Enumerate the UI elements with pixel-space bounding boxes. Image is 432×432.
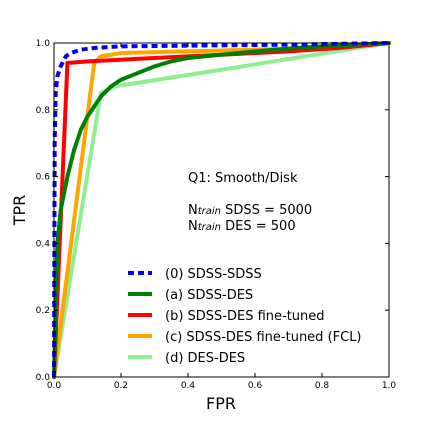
- x-tick-label: 0.0: [47, 381, 62, 391]
- x-tick-label: 1.0: [382, 381, 397, 391]
- annotation-ntrain-des-prefix: N: [188, 219, 198, 234]
- legend-label-3: (c) SDSS-DES fine-tuned (FCL): [165, 330, 362, 345]
- y-tick-label: 0.8: [36, 106, 51, 116]
- annotation-ntrain-des-text: DES = 500: [221, 219, 296, 234]
- x-tick-label: 0.8: [315, 381, 330, 391]
- legend-label-2: (b) SDSS-DES fine-tuned: [165, 309, 325, 324]
- series-line-0: [52, 41, 390, 378]
- y-axis-label: TPR: [10, 195, 29, 227]
- annotation-ntrain-sdss-sub: train: [198, 206, 221, 217]
- y-tick-label: 0.0: [36, 373, 51, 383]
- legend-label-4: (d) DES-DES: [165, 351, 245, 366]
- series-layer: [52, 41, 391, 379]
- annotation-ntrain-des: Ntrain DES = 500: [188, 219, 296, 234]
- plot-frame: [53, 42, 390, 378]
- annotation-ntrain-sdss-text: SDSS = 5000: [221, 203, 312, 218]
- legend-label-1: (a) SDSS-DES: [165, 288, 253, 303]
- annotation-ntrain-sdss: Ntrain SDSS = 5000: [188, 203, 312, 218]
- y-tick-label: 0.6: [36, 173, 51, 183]
- x-tick-label: 0.6: [248, 381, 263, 391]
- y-tick-label: 1.0: [36, 39, 51, 49]
- legend-label-0: (0) SDSS-SDSS: [165, 267, 262, 282]
- legend: (0) SDSS-SDSS (a) SDSS-DES (b) SDSS-DES fi…: [128, 267, 362, 366]
- annotation-ntrain-des-sub: train: [198, 222, 221, 233]
- x-tick-label: 0.2: [114, 381, 128, 391]
- annotation-title: Q1: Smooth/Disk: [188, 171, 298, 186]
- series-line-1: [52, 41, 391, 379]
- annotation-ntrain-sdss-prefix: N: [188, 203, 198, 218]
- annotation-block: Q1: Smooth/Disk Ntrain SDSS = 5000 Ntrai…: [188, 171, 312, 234]
- y-tick-label: 0.2: [36, 306, 50, 316]
- x-tick-label: 0.4: [181, 381, 196, 391]
- tick-layer: 0.0 0.2 0.4 0.6 0.8 1.0 0.0 0.2 0.4 0.6 0.8 1.0: [36, 39, 397, 391]
- x-axis-label: FPR: [206, 394, 236, 413]
- y-tick-label: 0.4: [36, 239, 51, 249]
